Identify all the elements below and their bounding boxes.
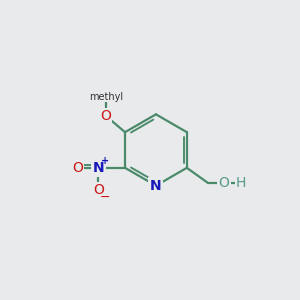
Text: O: O bbox=[72, 161, 83, 175]
Text: O: O bbox=[100, 109, 111, 123]
Text: H: H bbox=[236, 176, 246, 190]
Text: O: O bbox=[93, 183, 104, 197]
Text: O: O bbox=[218, 176, 230, 190]
Text: methyl: methyl bbox=[89, 92, 123, 101]
Text: +: + bbox=[101, 156, 109, 166]
Text: N: N bbox=[92, 161, 104, 175]
Text: N: N bbox=[150, 179, 162, 193]
Text: −: − bbox=[100, 190, 110, 203]
